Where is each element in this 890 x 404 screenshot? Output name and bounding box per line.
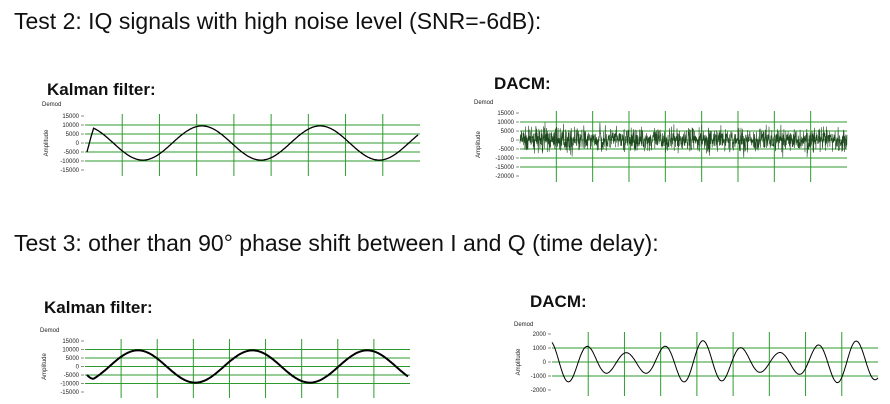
y-tick-label: 15000 [62,339,79,345]
test3-kalman-title: Kalman filter: [44,298,153,317]
y-tick-label: -5000 [499,147,515,153]
test2-heading: Test 2: IQ signals with high noise level… [14,8,542,34]
y-tick-label: 5000 [66,356,80,362]
y-tick-label: 2000 [533,332,547,338]
y-tick-label: 0 [76,141,80,147]
y-tick-label: 10000 [62,123,79,129]
y-axis-label: Amplitude [44,129,50,156]
plot-label: Demod [42,102,61,108]
y-tick-label: -15000 [60,168,79,174]
y-tick-label: -10000 [60,159,79,165]
y-tick-label: -10000 [495,156,514,162]
signal-trace [519,122,848,158]
y-axis-label: Amplitude [476,131,482,158]
y-tick-label: -15000 [60,390,79,396]
y-tick-label: -5000 [64,373,80,379]
plot-label: Demod [40,328,59,334]
y-tick-label: 15000 [62,114,79,120]
y-tick-label: 5000 [501,129,515,135]
y-axis-label: Amplitude [516,348,522,375]
test3-heading: Test 3: other than 90° phase shift betwe… [14,230,659,256]
y-tick-label: -2000 [531,388,547,394]
y-tick-label: 10000 [62,348,79,354]
test3-kalman-chart: Demod Amplitude 15000 10000 5000 0 -5000 -10000… [40,328,410,398]
y-tick-label: -15000 [495,165,514,171]
signal-trace [551,340,879,384]
test3-dacm-chart: Demod Amplitude 2000 1000 0 -1000 -2000 [514,322,879,396]
y-tick-label: 1000 [533,346,547,352]
y-tick-label: 10000 [497,120,514,126]
y-tick-label: 5000 [66,132,80,138]
y-tick-label: 0 [76,365,80,371]
y-tick-label: -10000 [60,382,79,388]
y-tick-label: 0 [511,138,515,144]
test2-dacm-chart: Demod Amplitude 15000 10000 5000 0 -5000 -10000… [474,100,848,182]
y-tick-label: -20000 [495,174,514,180]
plot-label: Demod [474,100,493,106]
test2-dacm-title: DACM: [494,74,551,93]
y-tick-label: 15000 [497,111,514,117]
y-axis-label: Amplitude [42,353,48,380]
signal-trace [86,349,409,384]
y-tick-label: -5000 [64,150,80,156]
y-tick-label: -1000 [531,374,547,380]
test2-kalman-chart: Demod Amplitude 15000 10000 5000 0 -5000 -10000… [42,102,420,176]
y-tick-label: 0 [543,360,547,366]
test3-dacm-title: DACM: [530,292,587,311]
plot-label: Demod [514,322,533,328]
signal-trace [86,125,419,161]
test2-kalman-title: Kalman filter: [47,80,156,99]
